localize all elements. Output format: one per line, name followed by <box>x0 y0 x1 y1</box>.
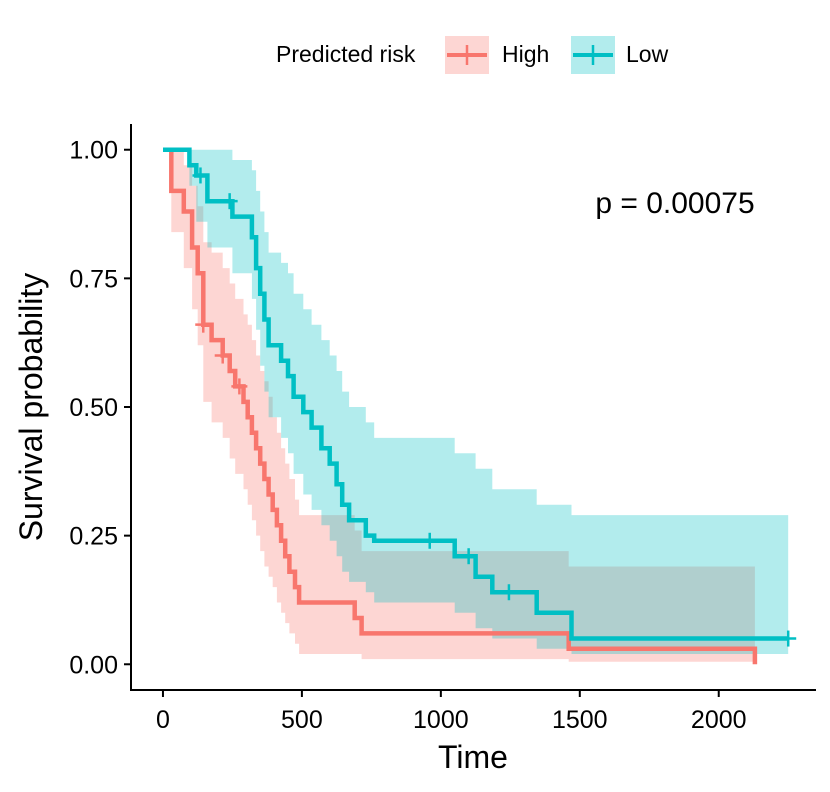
ci-band-low <box>163 149 789 654</box>
x-tick-label-4: 2000 <box>691 706 747 734</box>
censor-mark-low-4 <box>500 584 517 601</box>
censor-mark-high-0 <box>195 316 212 333</box>
y-tick-label-1: 0.25 <box>69 523 118 551</box>
ci-band-high <box>163 149 755 665</box>
x-tick-label-2: 1000 <box>413 706 469 734</box>
censor-mark-low-1 <box>221 193 238 210</box>
censor-mark-high-1 <box>214 347 231 364</box>
x-axis-ticks: 0 500 1000 1500 2000 <box>156 690 747 734</box>
legend-label-low: Low <box>626 41 669 67</box>
x-tick-label-0: 0 <box>156 706 170 734</box>
y-tick-label-0: 0.00 <box>69 651 118 679</box>
survival-curves <box>163 147 789 665</box>
x-tick-label-1: 500 <box>281 706 323 734</box>
legend: Predicted risk High Low <box>276 36 669 74</box>
legend-label-high: High <box>502 41 549 67</box>
y-axis-ticks: 0.00 0.25 0.50 0.75 1.00 <box>69 137 131 679</box>
y-tick-label-2: 0.50 <box>69 394 118 422</box>
survival-curve-high <box>163 147 758 665</box>
censor-mark-low-2 <box>421 532 438 549</box>
x-tick-label-3: 1500 <box>552 706 608 734</box>
censor-marks <box>192 167 797 647</box>
y-tick-label-3: 0.75 <box>69 265 118 293</box>
x-axis-title: Time <box>438 739 508 775</box>
confidence-bands <box>163 149 789 665</box>
legend-title: Predicted risk <box>276 41 416 67</box>
censor-mark-high-2 <box>231 378 248 395</box>
survival-curve-low <box>163 147 789 641</box>
censor-mark-low-0 <box>192 167 209 184</box>
censor-mark-low-5 <box>780 630 797 647</box>
censor-mark-low-3 <box>460 548 477 565</box>
y-axis-title: Survival probability <box>13 273 49 542</box>
y-tick-label-4: 1.00 <box>69 137 118 165</box>
p-value-annotation: p = 0.00075 <box>595 187 754 220</box>
